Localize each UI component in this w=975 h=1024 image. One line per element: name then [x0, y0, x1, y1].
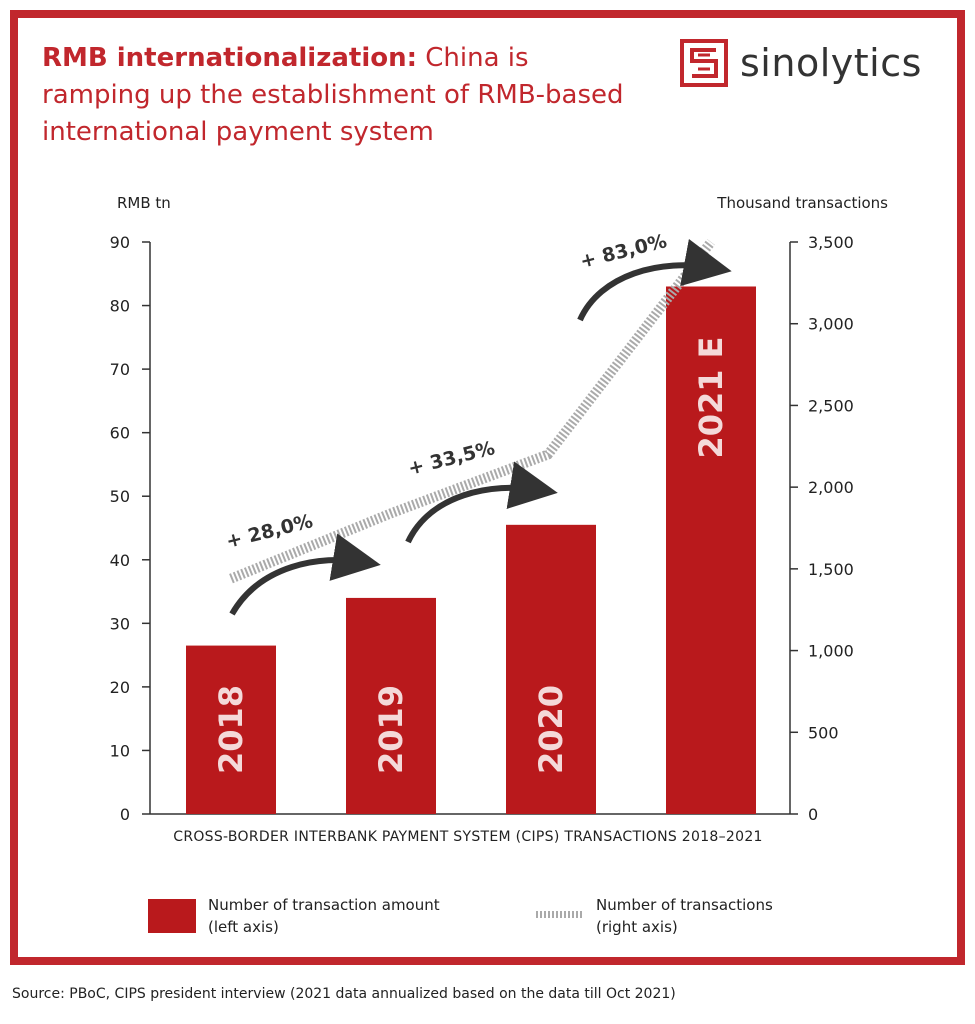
legend-bar-swatch [148, 899, 196, 933]
right-tick-label: 3,500 [808, 233, 854, 252]
legend: Number of transaction amount (left axis)… [148, 896, 773, 936]
bar-category-label: 2020 [532, 685, 570, 774]
brand-logo: sinolytics [680, 38, 922, 88]
left-tick-label: 80 [110, 297, 130, 316]
transactions-line [229, 238, 715, 584]
right-tick-label: 2,000 [808, 478, 854, 497]
right-tick-label: 1,000 [808, 642, 854, 661]
legend-bar-label-1: Number of transaction amount [208, 896, 440, 914]
right-tick-label: 1,500 [808, 560, 854, 579]
bar-category-label: 2021 E [692, 336, 730, 458]
left-tick-label: 90 [110, 233, 130, 252]
growth-arrow [405, 461, 558, 544]
bar-category-label: 2018 [212, 685, 250, 774]
chart-title: RMB internationalization: China is rampi… [42, 40, 642, 151]
bar-2020 [506, 524, 596, 814]
legend-bar-label-2: (left axis) [208, 918, 279, 936]
brand-name: sinolytics [740, 41, 922, 85]
left-tick-label: 40 [110, 551, 130, 570]
bars: 2018 2019 2020 2021 E [186, 286, 756, 814]
legend-line-label-2: (right axis) [596, 918, 678, 936]
transactions-line-path [229, 238, 715, 584]
bar-2021-E [666, 286, 756, 814]
bar-2018 [186, 645, 276, 814]
left-tick-label: 20 [110, 678, 130, 697]
left-tick-label: 0 [120, 805, 130, 824]
left-tick-label: 50 [110, 487, 130, 506]
left-axis-label: RMB tn [117, 194, 171, 212]
growth-arrow [229, 533, 381, 616]
right-tick-label: 0 [808, 805, 818, 824]
bar-category-label: 2019 [372, 685, 410, 774]
left-tick-label: 70 [110, 360, 130, 379]
right-tick-label: 500 [808, 723, 839, 742]
title-bold: RMB internationalization: [42, 43, 417, 73]
bar-2019 [346, 597, 436, 814]
title-rest: China is ramping up the establishment of… [42, 43, 624, 147]
right-axis-label: Thousand transactions [716, 194, 888, 212]
growth-arrow [577, 238, 732, 322]
sinolytics-logo-icon [680, 39, 728, 87]
right-tick-label: 3,000 [808, 315, 854, 334]
left-tick-label: 10 [110, 741, 130, 760]
right-tick-label: 2,500 [808, 396, 854, 415]
source-note: Source: PBoC, CIPS president interview (… [12, 986, 676, 1002]
legend-line-swatch [536, 911, 584, 918]
left-tick-label: 30 [110, 614, 130, 633]
left-tick-label: 60 [110, 424, 130, 443]
cips-chart: RMB tn Thousand transactions 0 10 20 30 40 50… [110, 194, 889, 936]
x-axis-caption: CROSS-BORDER INTERBANK PAYMENT SYSTEM (C… [173, 829, 763, 845]
legend-line-label-1: Number of transactions [596, 896, 773, 914]
